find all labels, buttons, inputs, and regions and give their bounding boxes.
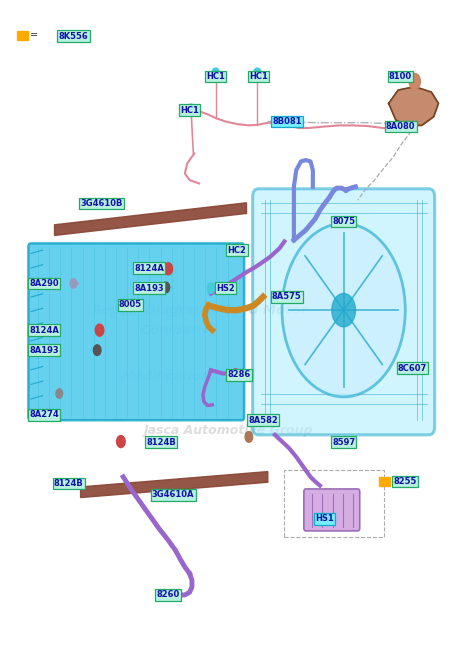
Text: HS1: HS1 [315,514,334,524]
Circle shape [162,282,170,293]
Text: 8A274: 8A274 [29,410,59,420]
Circle shape [232,369,239,378]
Circle shape [164,263,173,275]
FancyBboxPatch shape [253,189,435,435]
Circle shape [212,68,219,79]
Text: 8255: 8255 [393,477,417,486]
Bar [284,470,384,537]
Text: 8A582: 8A582 [248,416,278,425]
Text: HS2: HS2 [216,283,235,293]
Text: 8124A: 8124A [134,263,164,273]
Text: 8B081: 8B081 [272,117,301,126]
Text: 8260: 8260 [156,590,180,600]
Text: 8A193: 8A193 [135,283,164,293]
Text: HC2: HC2 [228,245,246,255]
Text: HC1: HC1 [206,72,225,81]
Circle shape [282,223,405,397]
Text: 8124B: 8124B [146,438,176,447]
Circle shape [332,293,356,327]
FancyBboxPatch shape [28,243,244,420]
Text: 8A290: 8A290 [29,279,59,288]
Circle shape [232,245,239,255]
Text: =: = [30,31,38,40]
Text: Company: Company [141,323,210,337]
Polygon shape [389,87,438,125]
Circle shape [207,283,215,293]
Circle shape [254,68,261,79]
Circle shape [70,279,77,288]
Text: 8075: 8075 [332,217,355,226]
Text: 3G4610B: 3G4610B [81,199,123,208]
Polygon shape [55,203,246,235]
Text: 8100: 8100 [389,72,412,81]
Text: Modifications, ©: Modifications, © [122,370,238,384]
Text: 8286: 8286 [228,370,251,380]
Circle shape [245,432,253,442]
Text: 8597: 8597 [332,438,355,447]
Circle shape [56,389,63,398]
Text: HC1: HC1 [249,72,268,81]
Text: 8A575: 8A575 [272,292,301,301]
Text: Repair Diagrams  Ford Motor: Repair Diagrams Ford Motor [91,303,307,317]
Text: 8005: 8005 [119,300,142,309]
Circle shape [93,345,101,356]
Text: 8C607: 8C607 [398,364,427,373]
Circle shape [95,324,104,336]
Text: Jasca Automotive Group: Jasca Automotive Group [143,424,312,437]
Bar [17,31,28,40]
Text: 8A193: 8A193 [29,346,59,355]
Text: 8124B: 8124B [54,479,83,488]
FancyBboxPatch shape [304,489,360,531]
Circle shape [117,436,125,448]
Text: 8A080: 8A080 [386,122,415,131]
Circle shape [187,104,195,115]
Bar [379,477,390,486]
Text: HC1: HC1 [180,105,199,115]
Text: 8124A: 8124A [29,325,59,335]
Text: 8K556: 8K556 [59,31,88,41]
Text: 3G4610A: 3G4610A [152,490,194,500]
Polygon shape [81,472,268,498]
Circle shape [409,73,420,89]
